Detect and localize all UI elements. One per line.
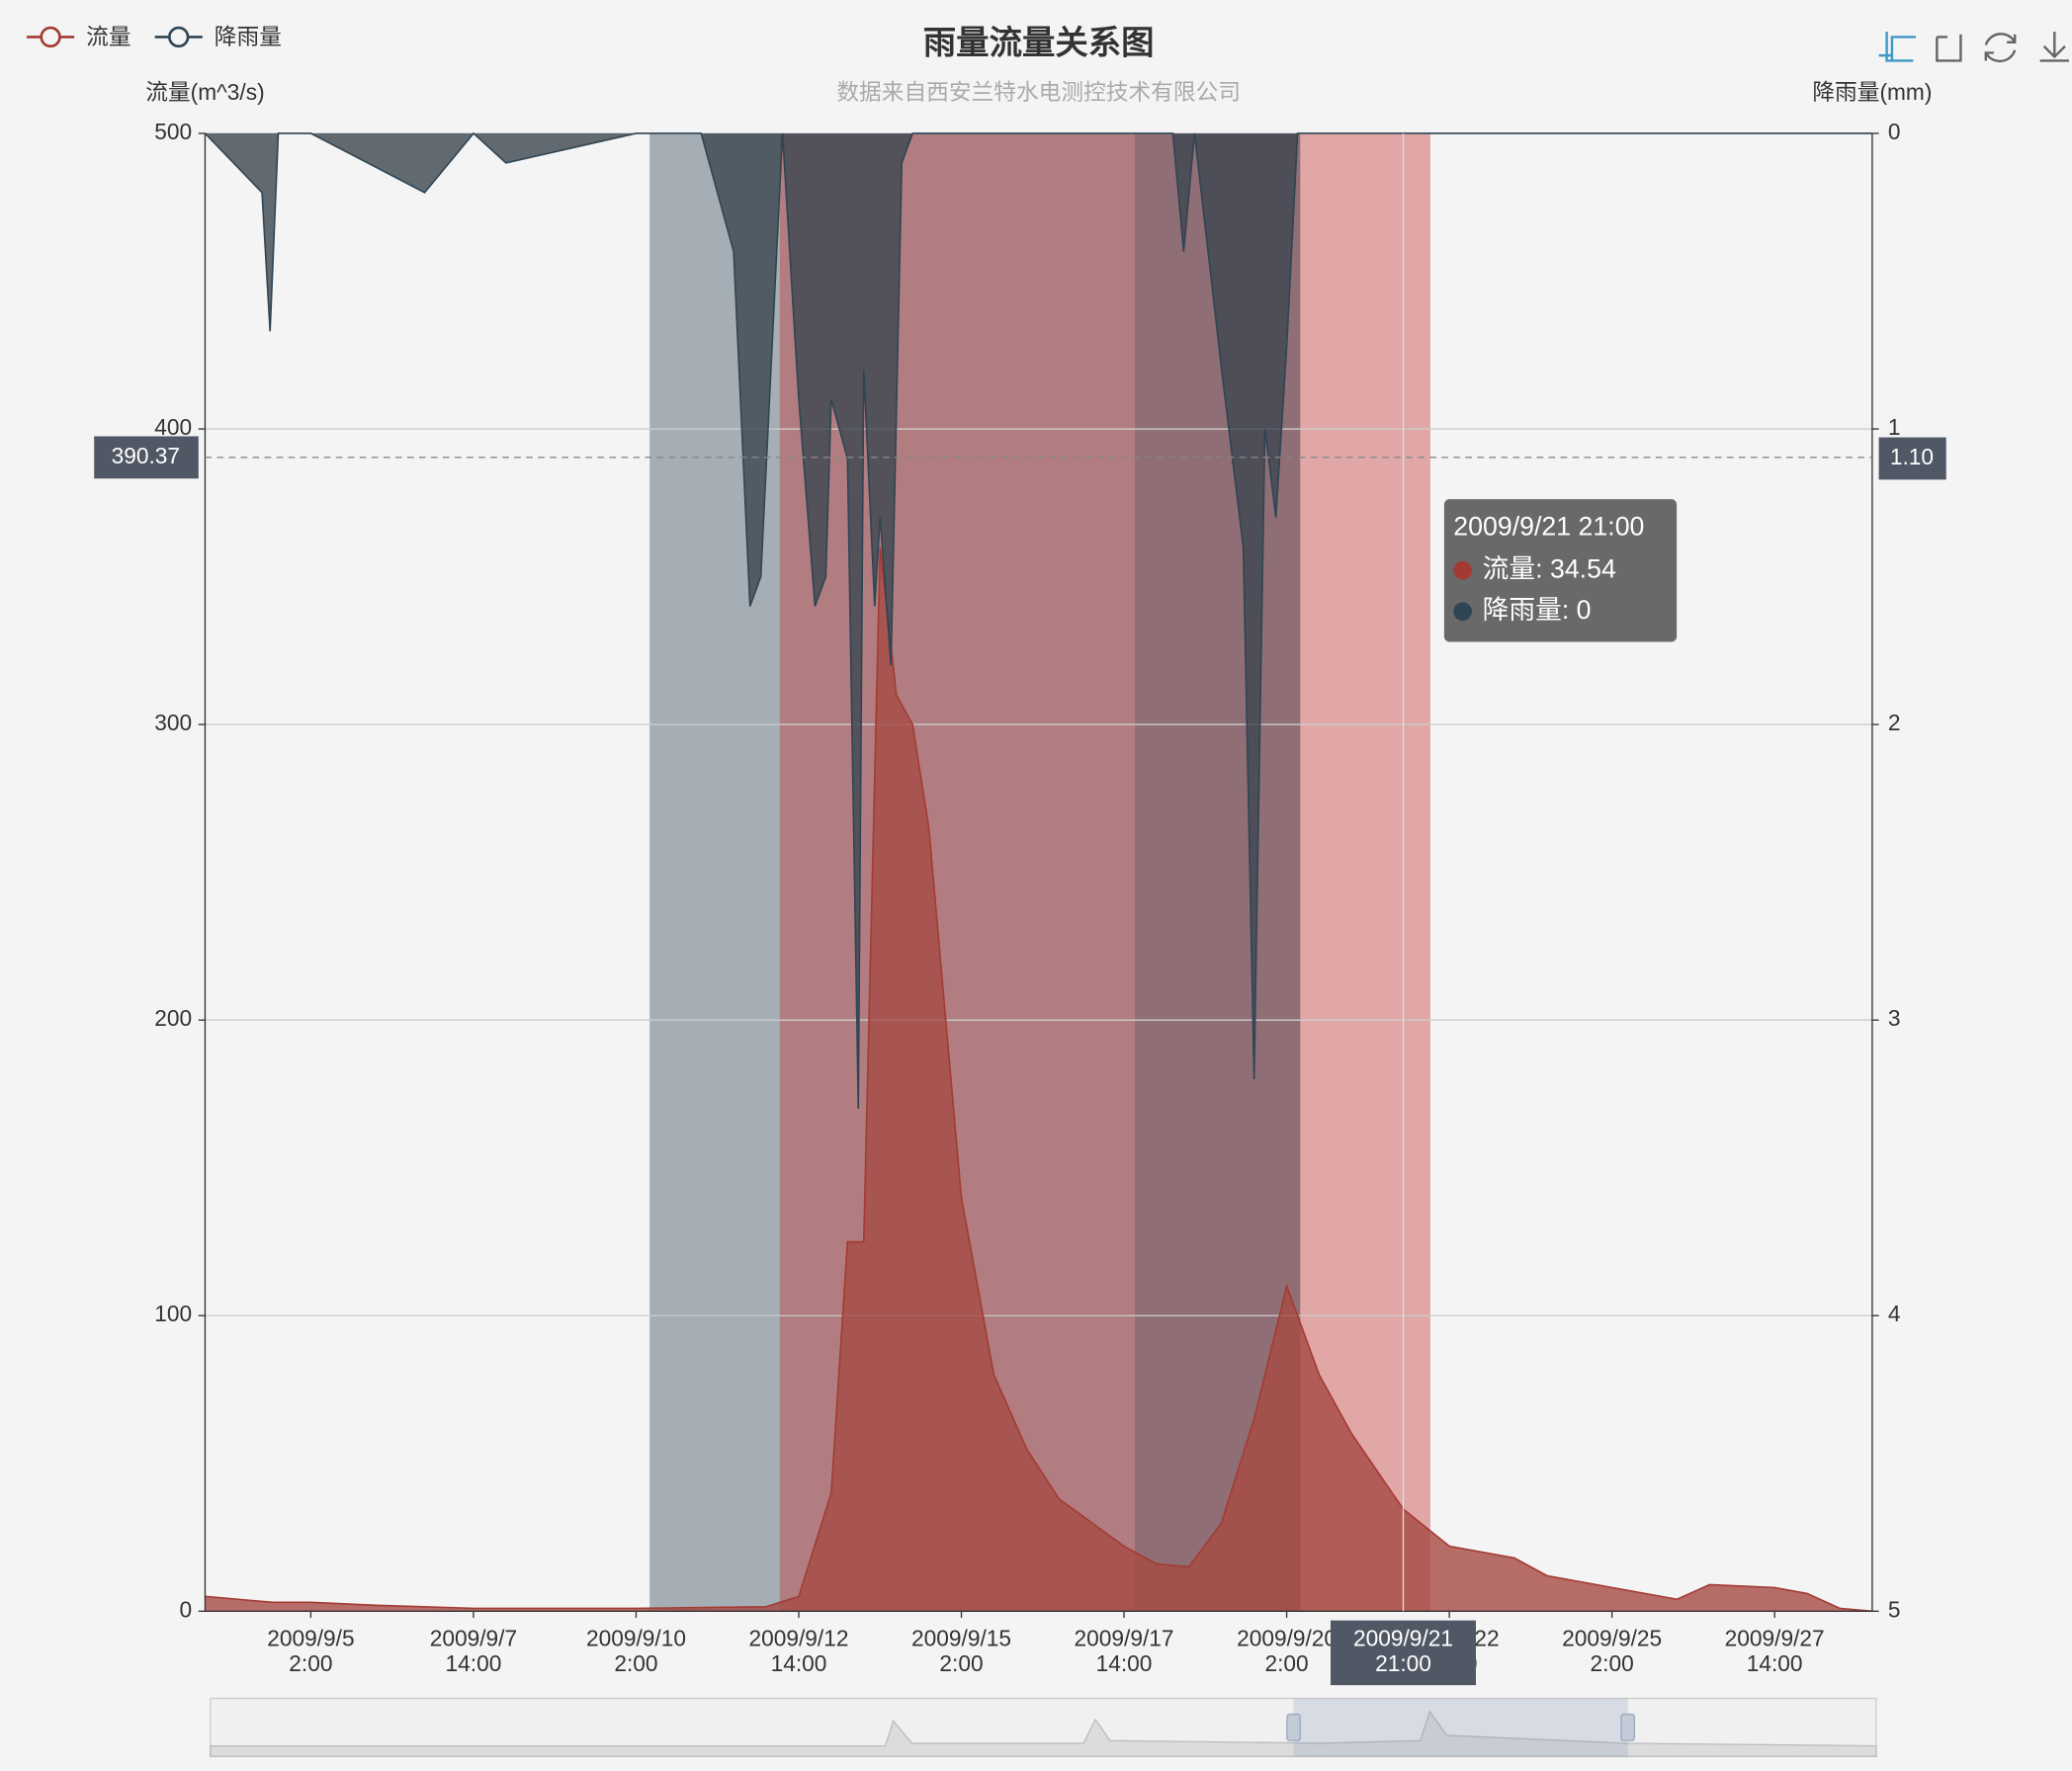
tooltip-box (1443, 499, 1678, 642)
zoom-handle[interactable] (1286, 1713, 1301, 1741)
legend-marker (168, 26, 190, 48)
x-tick-label: 2009/9/27 14:00 (1725, 1626, 1825, 1676)
tooltip-dot (1453, 602, 1472, 622)
y-tick-label: 100 (154, 1301, 192, 1326)
axis-pointer-label-box (94, 436, 199, 479)
zoom-handle[interactable] (1620, 1713, 1636, 1741)
y2-tick-label: 5 (1888, 1596, 1901, 1622)
y2-tick-label: 1 (1888, 414, 1901, 440)
axes: 0 100 200 300 400 500 0 1 2 3 4 5 2009/9/5 2:00 2009/9… (154, 119, 1900, 1676)
y-tick-label: 400 (154, 414, 192, 440)
series (204, 131, 1872, 1613)
zoom-window[interactable] (1293, 1698, 1628, 1757)
zoom-preview (210, 1710, 1877, 1757)
x-tick-label: 2009/9/7 14:00 (430, 1626, 517, 1676)
legend-marker (40, 26, 61, 48)
y2-tick-label: 0 (1888, 119, 1901, 144)
tooltip-line: 流量: 34.54 (1483, 553, 1616, 583)
zoom-reset-icon[interactable] (1936, 34, 1962, 62)
x-tick-label: 2009/9/17 14:00 (1075, 1626, 1174, 1676)
axis-pointer-label-box (1330, 1620, 1476, 1686)
x-tick-label: 2009/9/20 2:00 (1237, 1626, 1337, 1676)
axis-pointer-x-label: 2009/9/21 21:00 (1353, 1626, 1453, 1676)
x-tick-label: 2009/9/25 2:00 (1562, 1626, 1662, 1676)
chart-subtitle: 数据来自西安兰特水电测控技术有限公司 (836, 79, 1241, 105)
y2-axis-label: 降雨量(mm) (1812, 79, 1932, 105)
x-tick-label: 2009/9/15 2:00 (911, 1626, 1011, 1676)
toolbox[interactable] (1878, 32, 2069, 63)
chart-title: 雨量流量关系图 (923, 25, 1155, 61)
restore-icon[interactable] (1984, 33, 2017, 63)
tooltip-dot (1453, 560, 1472, 580)
y-tick-label: 200 (154, 1005, 192, 1031)
zoom-icon[interactable] (1878, 32, 1916, 62)
x-tick-label: 2009/9/12 14:00 (748, 1626, 848, 1676)
data-zoom[interactable] (210, 1697, 1877, 1757)
y-tick-label: 300 (154, 710, 192, 735)
y2-tick-label: 2 (1888, 710, 1901, 735)
x-tick-label: 2009/9/5 2:00 (267, 1626, 354, 1676)
series-line (205, 547, 1872, 1613)
x-tick-label: 2009/9/10 2:00 (586, 1626, 686, 1676)
y-axis-label: 流量(m^3/s) (145, 79, 264, 105)
y2-tick-label: 4 (1888, 1301, 1901, 1326)
axis-pointer-y-label: 390.37 (112, 443, 180, 468)
y-tick-label: 500 (154, 119, 192, 144)
overlay: 390.37 1.10 2009/9/21 21:00 2009/9/21 21:00 流… (94, 132, 1946, 1686)
y2-tick-label: 3 (1888, 1005, 1901, 1031)
series-line (204, 131, 1872, 1109)
y-tick-label: 0 (179, 1596, 192, 1622)
legend-label: 流量 (86, 24, 130, 49)
axis-pointer-label-box (1878, 437, 1946, 480)
tooltip-title: 2009/9/21 21:00 (1453, 512, 1644, 542)
download-icon[interactable] (2039, 32, 2069, 62)
tooltip-line: 降雨量: 0 (1483, 595, 1592, 625)
axis-pointer-y2-label: 1.10 (1890, 444, 1934, 469)
legend-label: 降雨量 (215, 24, 282, 49)
